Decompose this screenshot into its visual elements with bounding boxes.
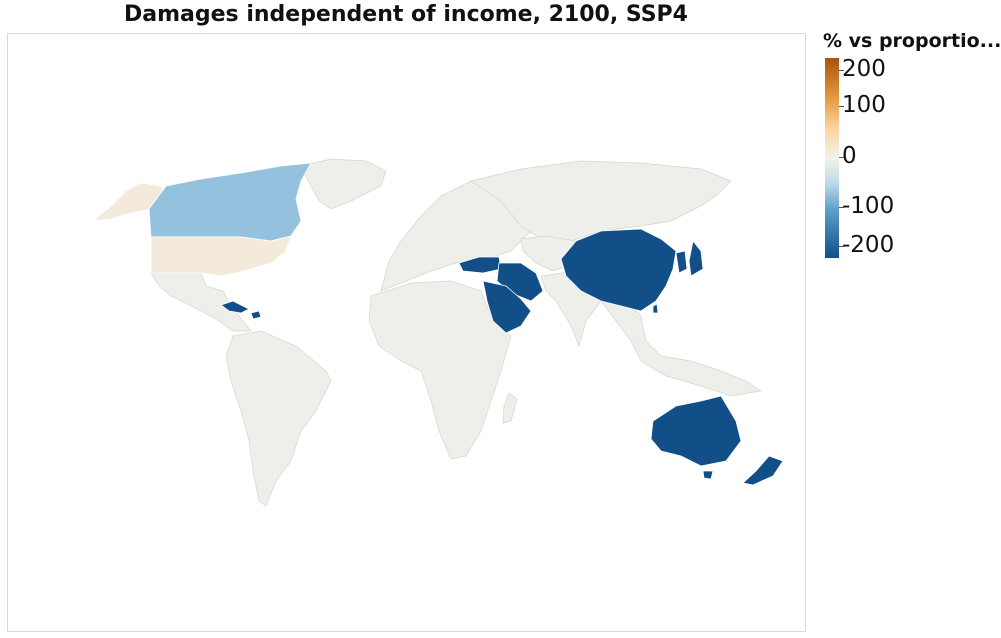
region-caribbean[interactable]: [250, 310, 262, 320]
madagascar: [502, 392, 518, 424]
russia: [470, 160, 732, 242]
legend-tick-mark-100: [839, 106, 844, 107]
legend-tick-neg200: -200: [842, 232, 895, 258]
legend-tick-200: 200: [842, 56, 886, 82]
legend-tick-100: 100: [842, 92, 886, 118]
mexico-central-america: [150, 272, 252, 332]
southeast-asia: [600, 300, 762, 397]
legend-tick-mark-0: [839, 157, 844, 158]
region-mongolia-china[interactable]: [560, 228, 677, 312]
legend-title: % vs proportio...: [823, 30, 1001, 52]
region-australia[interactable]: [650, 395, 742, 467]
greenland: [300, 158, 387, 210]
region-new-zealand[interactable]: [742, 455, 784, 486]
south-america: [225, 330, 332, 507]
highlighted-countries: [91, 162, 784, 486]
region-canada[interactable]: [148, 162, 312, 242]
legend-tick-mark-200: [839, 70, 844, 71]
legend-tick-0: 0: [842, 143, 857, 169]
legend-tick-mark-neg200: [839, 246, 844, 247]
legend-color-bar: [825, 58, 839, 258]
region-united-states[interactable]: [150, 235, 292, 277]
region-cuba[interactable]: [220, 300, 250, 314]
africa: [368, 280, 512, 460]
legend-tick-neg100: -100: [842, 193, 895, 219]
legend-tick-mark-neg100: [839, 207, 844, 208]
region-saudi-arabia[interactable]: [482, 280, 532, 334]
no-data-land: [150, 158, 762, 507]
map-panel: [7, 33, 806, 632]
region-taiwan[interactable]: [652, 303, 659, 314]
region-japan[interactable]: [688, 240, 704, 277]
region-iran-iraq[interactable]: [496, 262, 544, 302]
world-map: [91, 158, 784, 507]
region-tasmania[interactable]: [702, 470, 714, 480]
map-title: Damages independent of income, 2100, SSP…: [124, 2, 688, 27]
region-korea[interactable]: [675, 250, 688, 274]
